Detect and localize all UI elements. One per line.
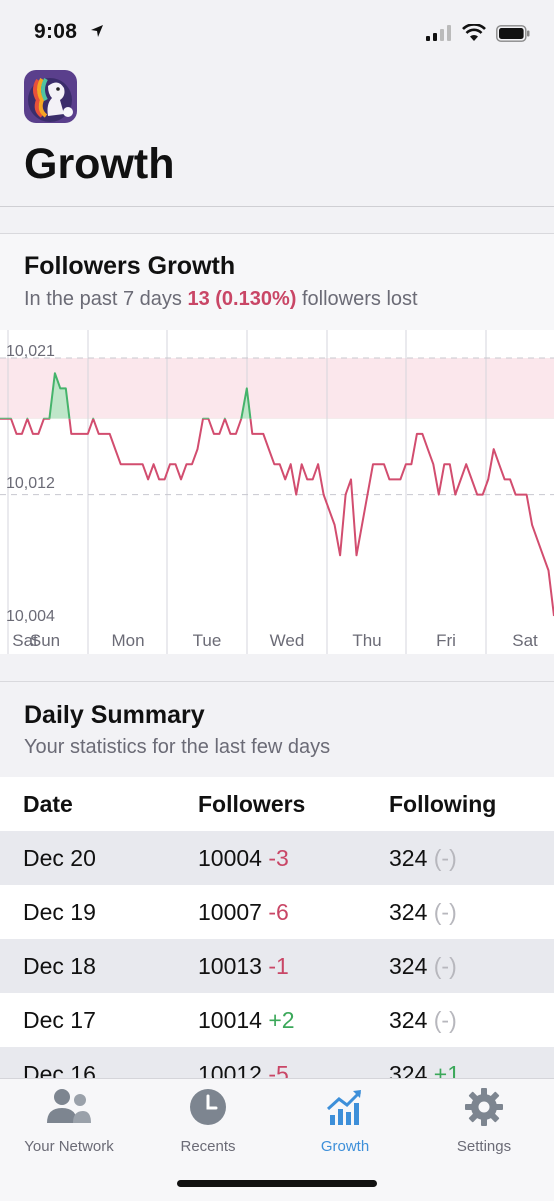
followers-value: 10014 [198,1007,262,1033]
x-tick-label: Thu [352,631,381,650]
row-date: Dec 18 [23,953,96,979]
section-divider [0,681,554,682]
followers-delta: -1 [268,953,289,979]
battery-icon [496,24,530,42]
subtitle-suffix: followers lost [301,288,418,310]
row-following: 324 (-) [389,939,457,993]
x-tick-label: Sat [512,631,538,650]
location-arrow-icon [91,25,103,37]
column-header-date: Date [23,791,73,817]
baseline-band [0,358,554,419]
status-bar: 9:08 [0,0,554,64]
followers-growth-subtitle: In the past 7 days 13 (0.130%) followers… [24,288,418,311]
tab-settings[interactable]: Settings [419,1087,549,1155]
following-delta: (-) [433,1007,457,1033]
daily-summary-table: Date Followers Following Dec 20 10004 -3… [0,777,554,1101]
x-tick-label: Fri [436,631,456,650]
table-row[interactable]: Dec 19 10007 -6 324 (-) [0,885,554,939]
growth-chart-icon [326,1090,362,1125]
row-followers: 10013 -1 [198,939,289,993]
tab-growth[interactable]: Growth [280,1087,410,1155]
tab-label: Your Network [24,1138,114,1155]
following-delta: (-) [433,953,457,979]
followers-delta: -6 [268,899,289,925]
gear-icon [465,1088,503,1126]
column-header-followers: Followers [198,791,306,817]
x-tick-label: Sun [30,631,60,650]
following-delta: (-) [433,845,457,871]
daily-summary-subtitle: Your statistics for the last few days [24,736,331,758]
subtitle-prefix: In the past 7 days [24,288,182,310]
table-header-row: Date Followers Following [0,777,554,831]
row-followers: 10007 -6 [198,885,289,939]
tab-label: Settings [456,1138,512,1155]
tab-label: Recents [180,1138,236,1155]
daily-summary-title: Daily Summary [24,701,205,729]
following-value: 324 [389,845,428,871]
status-time: 9:08 [34,20,78,43]
following-value: 324 [389,1007,428,1033]
table-row[interactable]: Dec 20 10004 -3 324 (-) [0,831,554,885]
app-logo[interactable] [24,70,77,123]
followers-growth-chart[interactable]: 10,021 10,012 10,004 Sat Sun Mon Tue Wed Thu Fri S… [0,330,554,654]
y-tick-label: 10,021 [6,343,55,360]
column-header-following: Following [389,791,497,817]
followers-value: 10013 [198,953,262,979]
tab-your-network[interactable]: Your Network [4,1087,134,1155]
row-following: 324 (-) [389,993,457,1047]
followers-delta: -3 [268,845,289,871]
table-row[interactable]: Dec 17 10014 +2 324 (-) [0,993,554,1047]
y-tick-label: 10,004 [6,608,55,625]
row-following: 324 (-) [389,885,457,939]
row-followers: 10014 +2 [198,993,295,1047]
table-row[interactable]: Dec 18 10013 -1 324 (-) [0,939,554,993]
header-divider [0,206,554,207]
following-value: 324 [389,899,428,925]
row-date: Dec 20 [23,845,96,871]
series-line-below [0,418,554,617]
followers-growth-title: Followers Growth [24,252,236,280]
tab-recents[interactable]: Recents [143,1087,273,1155]
cellular-signal-icon [426,25,451,41]
followers-value: 10007 [198,899,262,925]
following-value: 324 [389,953,428,979]
tab-label: Growth [320,1138,370,1155]
following-delta: (-) [433,899,457,925]
followers-value: 10004 [198,845,262,871]
series-area-above [0,373,251,419]
section-divider [0,233,554,234]
followers-delta: +2 [268,1007,295,1033]
page-title: Growth [24,140,175,188]
x-tick-label: Tue [193,631,222,650]
clock-icon [190,1089,226,1125]
x-tick-label: Wed [270,631,305,650]
y-tick-label: 10,012 [6,475,55,492]
home-indicator [177,1180,377,1187]
people-icon [47,1089,91,1123]
row-following: 324 (-) [389,831,457,885]
x-tick-label: Mon [111,631,144,650]
followers-lost-count: 13 (0.130%) [187,288,297,310]
wifi-icon [462,24,486,41]
row-date: Dec 19 [23,899,96,925]
x-tick-label: Sat [12,631,38,650]
row-followers: 10004 -3 [198,831,289,885]
row-date: Dec 17 [23,1007,96,1033]
